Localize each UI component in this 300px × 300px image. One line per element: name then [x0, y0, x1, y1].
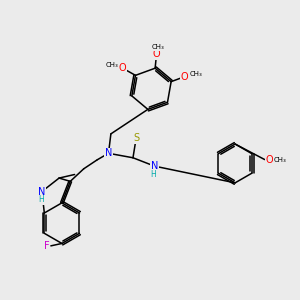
- Text: O: O: [266, 154, 273, 165]
- Text: N: N: [105, 148, 112, 158]
- Text: CH₃: CH₃: [151, 44, 164, 50]
- Text: O: O: [181, 72, 189, 82]
- Text: F: F: [44, 241, 49, 251]
- Text: S: S: [134, 133, 140, 143]
- Text: H: H: [38, 195, 44, 204]
- Text: N: N: [38, 187, 45, 196]
- Text: O: O: [153, 49, 160, 59]
- Text: CH₃: CH₃: [106, 62, 119, 68]
- Text: O: O: [119, 63, 126, 73]
- Text: N: N: [151, 161, 158, 171]
- Text: CH₃: CH₃: [273, 157, 286, 163]
- Text: CH₃: CH₃: [189, 71, 202, 77]
- Text: H: H: [150, 170, 156, 179]
